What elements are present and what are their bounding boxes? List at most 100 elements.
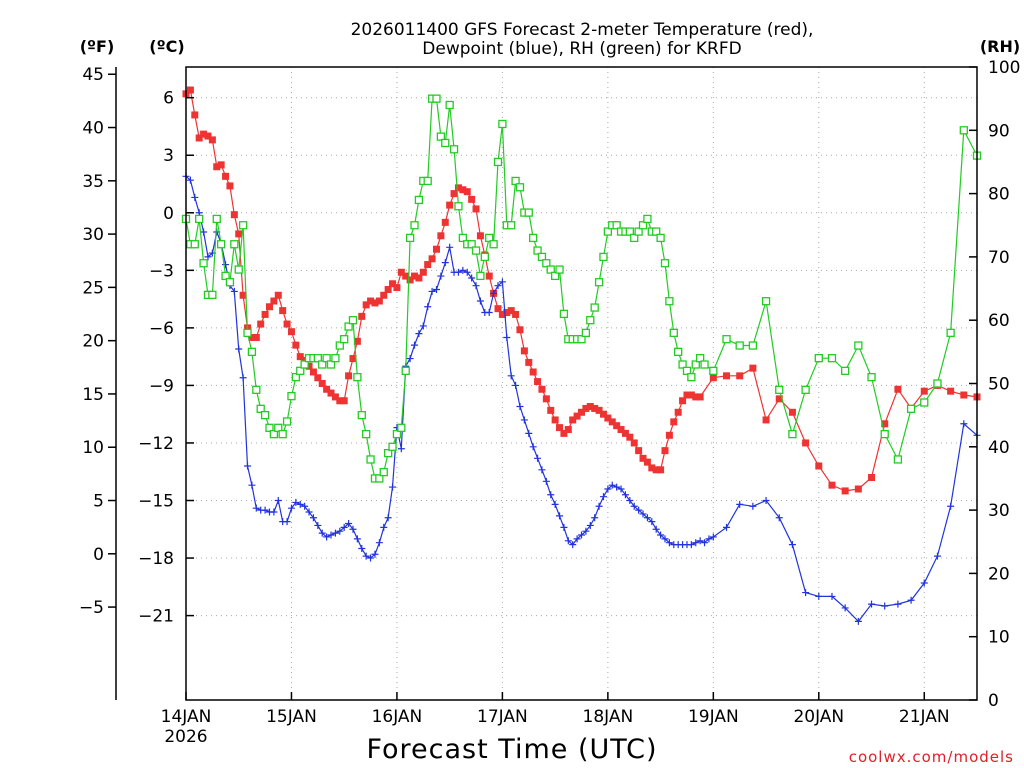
relative-humidity-point bbox=[801, 385, 810, 394]
dewpoint-point bbox=[894, 600, 902, 608]
2-meter-temperature-point bbox=[349, 355, 357, 363]
relative-humidity-point bbox=[480, 252, 489, 262]
dewpoint-point bbox=[626, 497, 634, 505]
relative-humidity-point bbox=[748, 341, 758, 350]
relative-humidity-point bbox=[660, 259, 670, 268]
relative-humidity-point bbox=[854, 341, 863, 350]
2-meter-temperature-point bbox=[200, 130, 208, 138]
relative-humidity-point bbox=[405, 233, 415, 243]
2-meter-temperature-point bbox=[270, 297, 278, 305]
dewpoint-point bbox=[446, 243, 454, 251]
2-meter-temperature-point bbox=[547, 406, 555, 414]
dewpoint-point bbox=[340, 523, 348, 531]
2-meter-temperature-point bbox=[472, 205, 480, 213]
fahrenheit-tick-label: 45 bbox=[82, 65, 104, 85]
dewpoint-point bbox=[538, 466, 546, 474]
2-meter-temperature-point bbox=[542, 395, 550, 403]
rh-tick-label: 90 bbox=[988, 121, 1010, 141]
dewpoint-point bbox=[617, 485, 625, 493]
dewpoint-point bbox=[503, 333, 511, 341]
2-meter-temperature-point bbox=[283, 320, 291, 328]
relative-humidity-point bbox=[687, 373, 696, 382]
dewpoint-point bbox=[327, 531, 335, 539]
2-meter-temperature-point bbox=[340, 397, 348, 405]
2-meter-temperature-point bbox=[643, 458, 651, 466]
dewpoint-point bbox=[723, 523, 731, 531]
dewpoint-point bbox=[692, 539, 700, 547]
x-tick-sublabel: 2026 bbox=[164, 727, 207, 747]
relative-humidity-point bbox=[357, 410, 366, 420]
celsius-tick-label: −18 bbox=[138, 549, 174, 569]
dewpoint-point bbox=[454, 268, 462, 276]
relative-humidity-point bbox=[893, 455, 903, 464]
2-meter-temperature-point bbox=[639, 454, 647, 462]
2-meter-temperature-point bbox=[674, 408, 682, 416]
celsius-tick-label: −12 bbox=[138, 434, 174, 454]
relative-humidity-point bbox=[243, 328, 252, 338]
2-meter-temperature-point bbox=[947, 387, 955, 395]
relative-humidity-point bbox=[542, 259, 551, 268]
dewpoint-point bbox=[349, 525, 357, 533]
series-layer bbox=[181, 86, 982, 625]
2-meter-temperature-point bbox=[230, 211, 238, 219]
plot-frame bbox=[185, 66, 978, 701]
relative-humidity-point bbox=[775, 385, 784, 394]
2-meter-temperature-point bbox=[468, 195, 476, 203]
dewpoint-point bbox=[652, 525, 660, 533]
relative-humidity-point bbox=[269, 429, 279, 439]
dewpoint-point bbox=[534, 454, 542, 462]
dewpoint-point bbox=[415, 330, 423, 338]
2-meter-temperature-point bbox=[657, 466, 665, 474]
2-meter-temperature-point bbox=[881, 420, 889, 428]
2-meter-temperature-point bbox=[498, 310, 506, 318]
2-meter-temperature-line bbox=[185, 88, 978, 492]
relative-humidity-point bbox=[735, 341, 744, 350]
relative-humidity-point bbox=[493, 157, 503, 167]
relative-humidity-point bbox=[375, 474, 384, 483]
2-meter-temperature-point bbox=[665, 431, 673, 439]
relative-humidity-point bbox=[814, 354, 823, 363]
dewpoint-point bbox=[775, 514, 783, 522]
rh-tick-label: 20 bbox=[988, 564, 1010, 584]
relative-humidity-point bbox=[379, 467, 388, 477]
dewpoint-point bbox=[204, 253, 212, 261]
relative-humidity-point bbox=[458, 233, 468, 243]
relative-humidity-point bbox=[867, 373, 876, 382]
fahrenheit-tick-label: 30 bbox=[82, 225, 104, 245]
dewpoint-point bbox=[301, 502, 309, 510]
dewpoint-point bbox=[762, 497, 770, 505]
relative-humidity-point bbox=[559, 309, 569, 319]
dewpoint-point bbox=[283, 518, 291, 526]
2-meter-temperature-point bbox=[556, 424, 564, 432]
2-meter-temperature-point bbox=[393, 284, 401, 292]
dewpoint-point bbox=[331, 529, 339, 537]
celsius-tick-label: 0 bbox=[163, 204, 174, 224]
rh-unit-label: (RH) bbox=[980, 37, 1020, 56]
2-meter-temperature-point bbox=[507, 307, 515, 315]
relative-humidity-point bbox=[300, 360, 309, 369]
x-tick-label: 17JAN bbox=[477, 707, 528, 727]
2-meter-temperature-point bbox=[406, 276, 414, 284]
2-meter-temperature-point bbox=[503, 309, 511, 317]
x-tick-label: 15JAN bbox=[266, 707, 317, 727]
dewpoint-point bbox=[485, 309, 493, 317]
relative-humidity-point bbox=[709, 366, 718, 375]
2-meter-temperature-point bbox=[569, 416, 577, 424]
dewpoint-point bbox=[371, 550, 379, 558]
2-meter-temperature-point bbox=[261, 310, 269, 318]
relative-humidity-point bbox=[313, 354, 322, 363]
relative-humidity-point bbox=[906, 404, 916, 413]
relative-humidity-point bbox=[199, 259, 208, 268]
dewpoint-point bbox=[947, 502, 955, 510]
dewpoint-point bbox=[353, 535, 361, 543]
x-tick-label: 19JAN bbox=[688, 707, 739, 727]
chart-title-line-2: Dewpoint (blue), RH (green) for KRFD bbox=[422, 39, 741, 59]
dewpoint-point bbox=[248, 481, 256, 489]
2-meter-temperature-point bbox=[371, 299, 379, 307]
2-meter-temperature-point bbox=[868, 473, 876, 481]
relative-humidity-point bbox=[841, 366, 850, 375]
relative-humidity-point bbox=[761, 297, 771, 306]
2-meter-temperature-point bbox=[802, 439, 810, 447]
dewpoint-point bbox=[701, 539, 709, 547]
dewpoint-point bbox=[507, 372, 515, 380]
